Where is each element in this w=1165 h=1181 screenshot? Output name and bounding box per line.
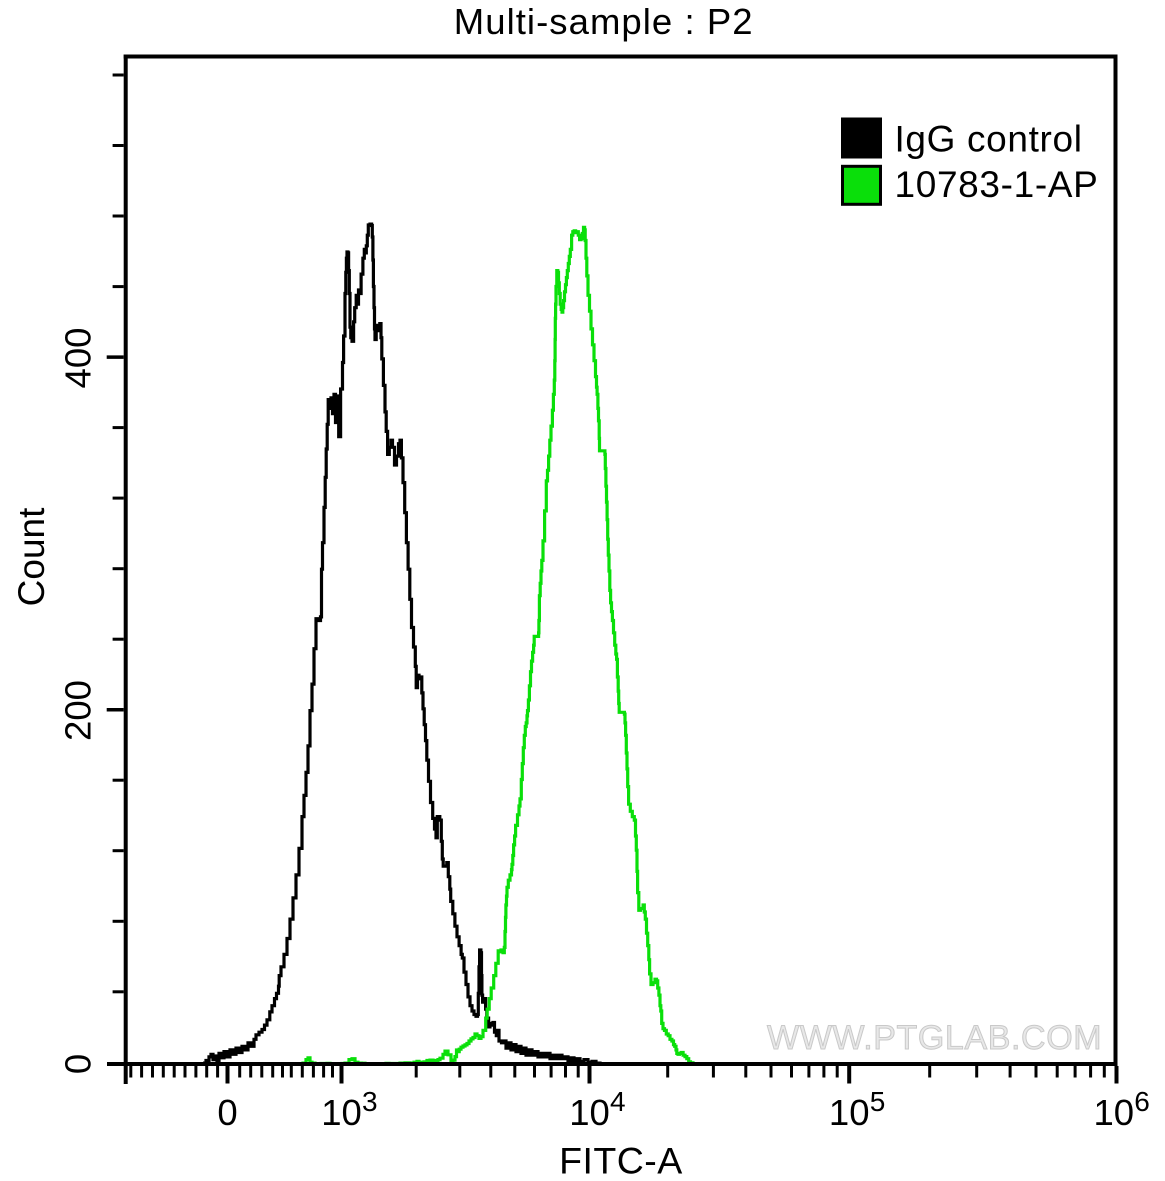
svg-text:FITC-A: FITC-A (559, 1139, 683, 1181)
svg-text:IgG control: IgG control (895, 118, 1083, 159)
svg-text:10: 10 (321, 1092, 362, 1133)
svg-text:10: 10 (829, 1092, 870, 1133)
svg-text:400: 400 (58, 328, 99, 389)
svg-text:0: 0 (217, 1092, 237, 1133)
svg-text:0: 0 (58, 1054, 99, 1074)
svg-text:6: 6 (1134, 1086, 1150, 1117)
svg-text:Multi-sample : P2: Multi-sample : P2 (454, 1, 754, 42)
svg-text:10: 10 (1093, 1092, 1134, 1133)
svg-text:3: 3 (362, 1086, 378, 1117)
svg-text:200: 200 (58, 680, 99, 741)
svg-text:10: 10 (569, 1092, 610, 1133)
svg-text:10783-1-AP: 10783-1-AP (895, 164, 1099, 205)
svg-text:4: 4 (610, 1086, 626, 1117)
svg-text:WWW.PTGLAB.COM: WWW.PTGLAB.COM (767, 1019, 1102, 1057)
svg-text:Count: Count (11, 507, 52, 606)
svg-text:5: 5 (870, 1086, 886, 1117)
